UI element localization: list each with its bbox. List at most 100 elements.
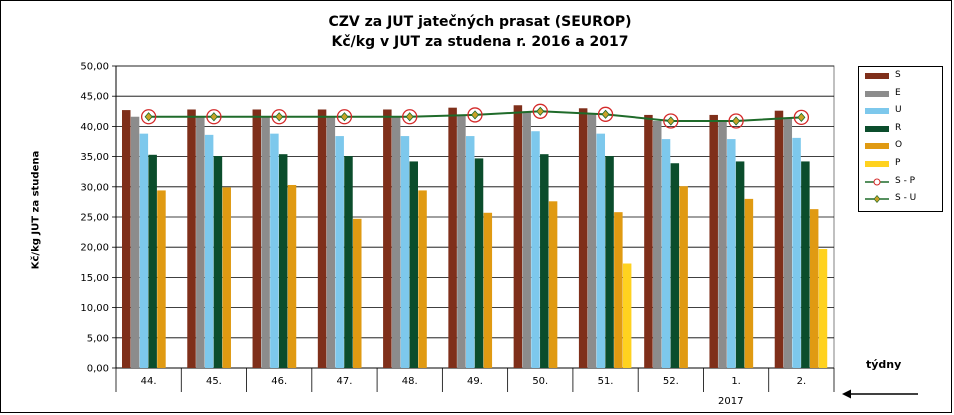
legend-label: E	[895, 87, 901, 98]
legend-item: O	[859, 139, 943, 155]
marker-s-p	[140, 109, 157, 125]
bar-o	[679, 186, 688, 368]
legend-swatch	[865, 161, 889, 167]
bar-o	[809, 209, 819, 368]
bar-s	[448, 107, 457, 369]
legend-swatch	[865, 194, 889, 204]
y-tick-label: 5,00	[87, 333, 109, 344]
bar-e	[261, 116, 270, 369]
marker-s-p	[206, 109, 222, 125]
bar-s	[578, 108, 588, 368]
bar-o	[222, 187, 231, 368]
legend-swatch	[865, 73, 889, 79]
x-tick-label: 48.	[402, 376, 418, 387]
bar-u	[270, 133, 279, 368]
bar-r	[409, 161, 418, 368]
bar-e	[130, 116, 140, 369]
marker-s-u	[144, 112, 153, 122]
marker-s-u	[666, 116, 675, 126]
bar-p	[622, 263, 632, 368]
bar-e	[391, 116, 401, 369]
legend-swatch	[865, 108, 889, 115]
bar-u	[139, 133, 149, 368]
bar-r	[474, 158, 484, 368]
marker-s-u	[340, 112, 349, 122]
legend-item: S - U	[859, 192, 943, 208]
bar-r	[605, 155, 614, 368]
bar-r	[213, 155, 223, 368]
legend-label: R	[895, 122, 902, 133]
bar-e	[652, 120, 662, 369]
bar-s	[317, 109, 327, 368]
y-tick-label: 15,00	[80, 273, 109, 284]
x-axis-label: týdny	[866, 358, 902, 371]
marker-s-p	[793, 109, 810, 125]
legend-item: S - P	[859, 175, 943, 191]
bar-p	[818, 249, 828, 368]
x-tick-label: 2.	[797, 376, 807, 387]
x-tick-label: 51.	[598, 376, 614, 387]
bar-u	[400, 136, 410, 368]
marker-s-u	[797, 112, 806, 122]
y-tick-label: 20,00	[80, 243, 109, 254]
marker-s-u	[536, 106, 545, 116]
bar-e	[522, 111, 531, 369]
legend-item: R	[859, 122, 943, 138]
marker-s-p	[336, 109, 353, 125]
bar-o	[744, 198, 754, 368]
marker-s-p	[663, 113, 679, 129]
legend-swatch	[865, 90, 889, 97]
x-tick-label: 50.	[532, 376, 548, 387]
legend-label: S	[895, 70, 901, 80]
bar-s	[122, 110, 131, 368]
x-tick-label: 44.	[141, 376, 157, 387]
bar-r	[540, 154, 549, 368]
bar-u	[792, 137, 801, 368]
bar-u	[204, 134, 214, 368]
x-tick-label: 46.	[271, 376, 287, 387]
y-tick-label: 35,00	[80, 152, 109, 163]
bar-s	[383, 109, 392, 368]
bar-o	[614, 212, 623, 368]
bar-r	[278, 154, 288, 368]
y-tick-label: 0,00	[87, 364, 109, 375]
bar-r	[670, 163, 680, 368]
y-tick-label: 30,00	[80, 182, 109, 193]
bar-e	[457, 114, 466, 368]
legend-swatch	[865, 125, 889, 132]
bar-r	[344, 155, 353, 368]
bar-o	[418, 190, 427, 368]
bar-r	[148, 154, 157, 368]
bar-u	[661, 139, 671, 368]
marker-s-u	[275, 112, 284, 122]
bar-r	[735, 161, 745, 368]
x-tick-label: 47.	[337, 376, 353, 387]
marker-s-p	[728, 113, 744, 129]
x-tick-label: 45.	[206, 376, 222, 387]
marker-s-p	[402, 109, 418, 125]
bar-o	[483, 212, 493, 368]
bar-s	[709, 114, 718, 368]
legend-label: S - P	[895, 175, 916, 186]
bar-o	[353, 218, 362, 368]
x-tick-label: 52.	[663, 376, 679, 387]
marker-s-u	[732, 116, 741, 126]
bar-s	[252, 109, 262, 368]
chart-subtitle: Kč/kg v JUT za studena r. 2016 a 2017	[331, 34, 629, 50]
legend-item: U	[859, 104, 943, 120]
chart-title: CZV za JUT jatečných prasat (SEUROP)	[328, 14, 632, 30]
legend-swatch	[865, 177, 889, 187]
marker-s-p	[597, 106, 614, 122]
legend-item: S	[859, 69, 943, 85]
bar-r	[801, 161, 810, 368]
bar-e	[587, 114, 597, 368]
legend-item: P	[859, 157, 943, 173]
y-tick-label: 40,00	[80, 122, 109, 133]
legend-item: E	[859, 87, 943, 103]
y-tick-label: 50,00	[80, 62, 109, 73]
marker-s-u	[405, 112, 414, 122]
y-tick-label: 25,00	[80, 213, 109, 224]
bar-o	[157, 190, 166, 368]
